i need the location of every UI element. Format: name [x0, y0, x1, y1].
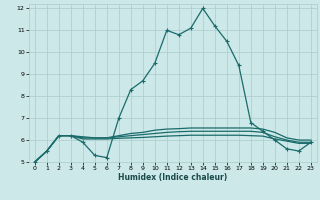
X-axis label: Humidex (Indice chaleur): Humidex (Indice chaleur) [118, 173, 228, 182]
